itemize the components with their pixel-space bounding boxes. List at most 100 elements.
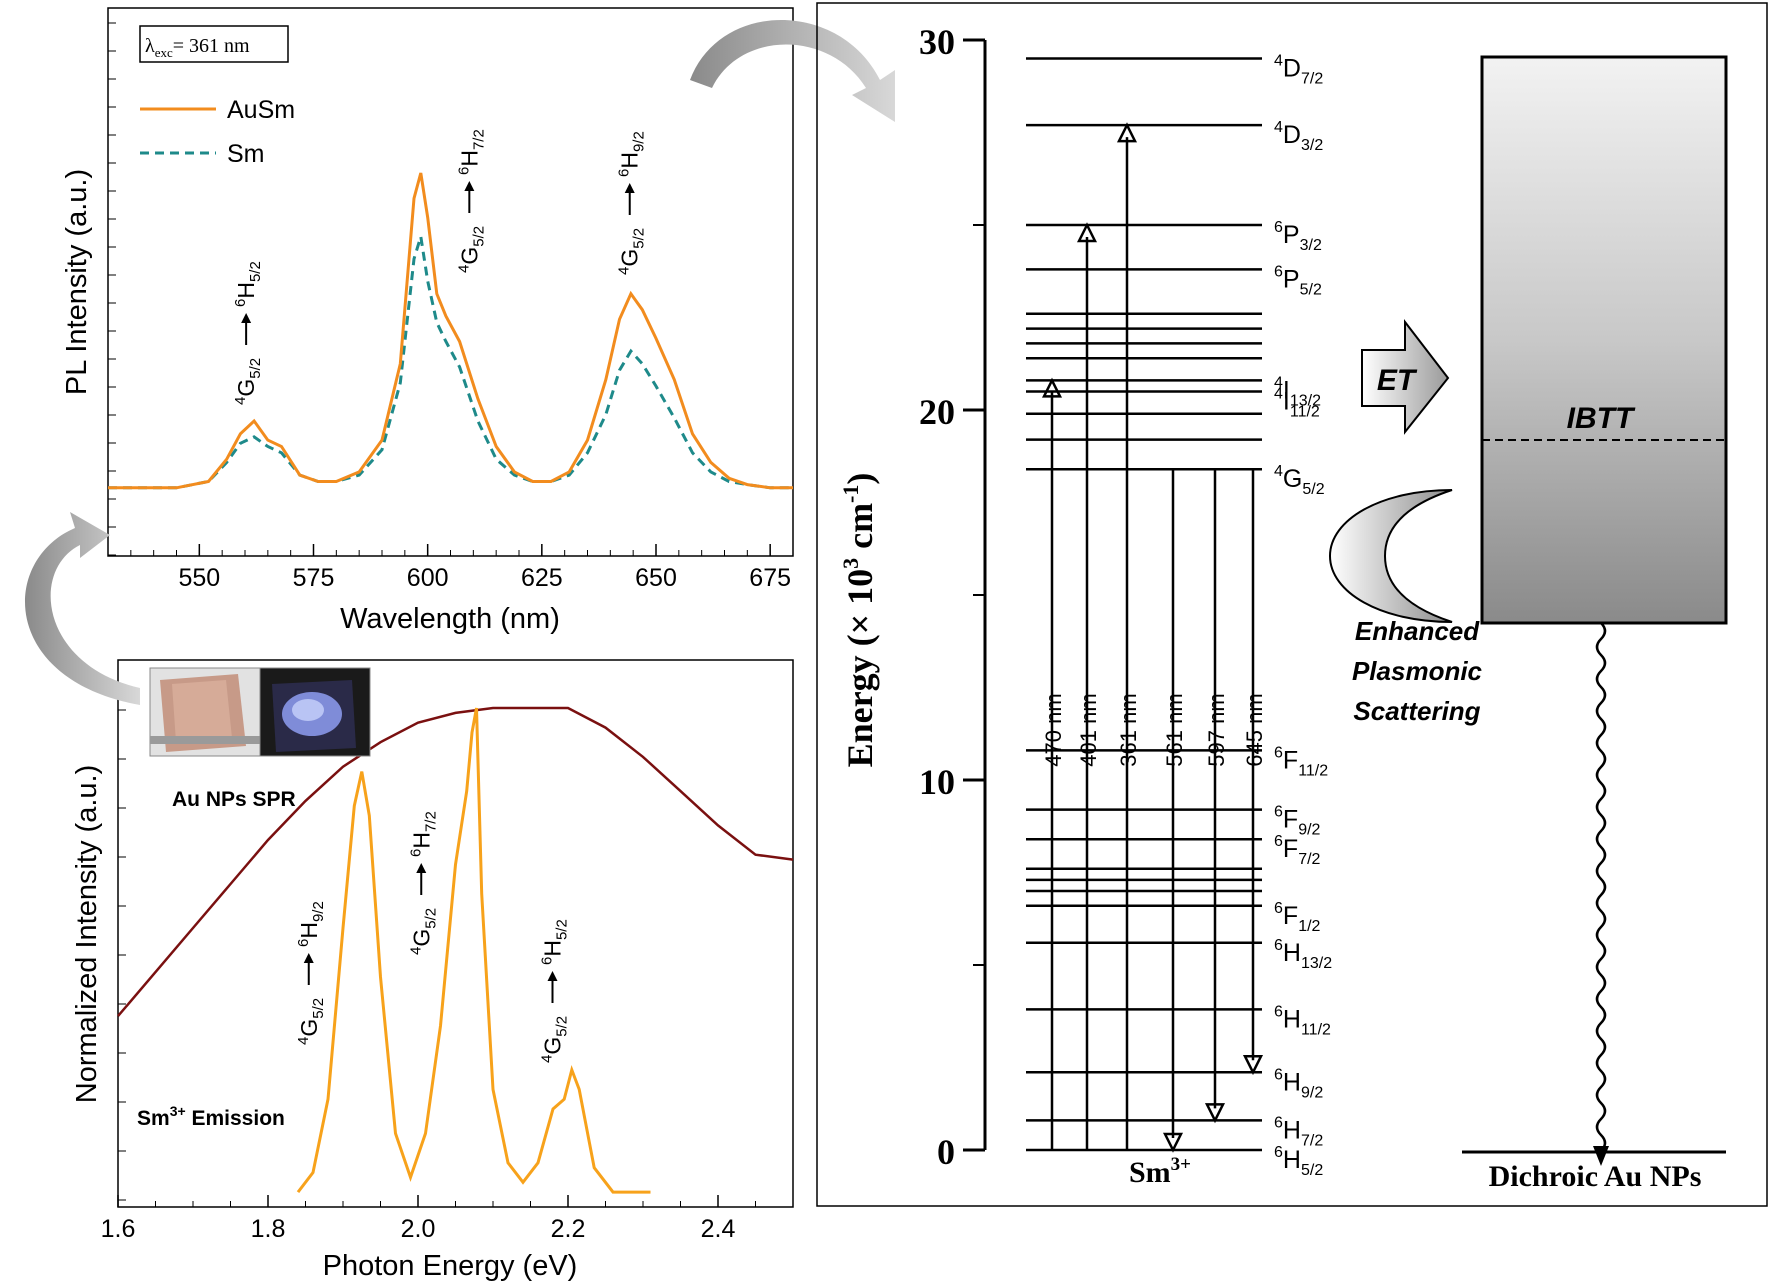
pl-excitation-lambda: λ — [145, 35, 155, 57]
label-spr: Au NPs SPR — [172, 788, 296, 811]
norm-x-tick-label: 2.4 — [701, 1215, 736, 1243]
energy-level-label: 4I13/2 — [1274, 374, 1321, 409]
pl-spectrum-panel: 550 575 600 625 650 675 λexc= 361 nm AuSm Sm … — [61, 7, 794, 635]
energy-ylabel-end: ) — [840, 473, 880, 485]
pl-legend-label-ausm: AuSm — [227, 96, 295, 124]
photo-daylight — [149, 667, 261, 757]
connector-arrows — [25, 20, 895, 705]
transition-label: 361 nm — [1116, 693, 1141, 766]
pl-excitation-box: λexc= 361 nm — [139, 25, 289, 63]
energy-tick-label: 10 — [919, 762, 955, 802]
transition-361-nm: 361 nm — [1116, 122, 1141, 1150]
transition-597-nm: 597 nm — [1204, 469, 1229, 1124]
curved-arrow-top-icon — [690, 20, 895, 122]
pl-x-tick-label: 550 — [178, 564, 220, 592]
norm-peak-label: 4G5/2 6H7/2 — [407, 811, 439, 955]
label-emission-ion: Sm — [137, 1107, 170, 1130]
energy-ylabel-mid: cm — [840, 503, 880, 558]
pl-x-axis-label: Wavelength (nm) — [340, 603, 560, 635]
pl-series-sm — [108, 236, 793, 490]
energy-tick-label: 0 — [937, 1132, 955, 1172]
energy-level-label: 6H9/2 — [1274, 1066, 1323, 1101]
svg-text:4G5/2: 4G5/2 — [455, 226, 487, 273]
pl-legend: AuSm Sm — [140, 96, 295, 168]
transition-645-nm: 645 nm — [1242, 469, 1267, 1076]
energy-ylabel-sup2: -1 — [838, 485, 863, 503]
ion-label-text: Sm — [1129, 1156, 1171, 1189]
norm-x-tick-label: 2.0 — [401, 1215, 436, 1243]
svg-text:λexc= 361 nm: λexc= 361 nm — [145, 35, 250, 60]
normalized-spectrum-panel: 1.6 1.8 2.0 2.2 2.4 Au NPs SPR Sm3+ Emission… — [71, 659, 794, 1282]
transition-561-nm: 561 nm — [1162, 469, 1187, 1153]
pl-x-tick-label: 650 — [635, 564, 677, 592]
svg-text:4G5/2: 4G5/2 — [295, 998, 327, 1045]
pl-peak-label: 4G5/2 6H9/2 — [616, 131, 648, 275]
energy-axis: 0 10 20 30 — [919, 22, 987, 1172]
pl-y-axis-label: PL Intensity (a.u.) — [61, 169, 93, 395]
norm-peak-labels: 4G5/2 6H9/2 4G5/2 6H7/2 4G5/2 6H5/2 — [295, 811, 571, 1063]
pl-peak-labels: 4G5/2 6H5/2 4G5/2 6H7/2 4G5/2 6H9/2 — [232, 129, 648, 405]
energy-tick-label: 20 — [919, 392, 955, 432]
energy-level-label: 4I11/2 — [1274, 386, 1320, 421]
norm-ticks: 1.6 1.8 2.0 2.2 2.4 — [101, 709, 794, 1243]
pl-excitation-sub: exc — [155, 45, 173, 60]
svg-text:4G5/2: 4G5/2 — [232, 358, 264, 405]
norm-series-emission — [296, 707, 651, 1194]
norm-series — [117, 706, 794, 1194]
ion-label-charge: 3+ — [1171, 1154, 1191, 1175]
svg-text:4G5/2: 4G5/2 — [616, 228, 648, 275]
energy-level-label: 4D3/2 — [1274, 119, 1323, 154]
pl-ticks: 550 575 600 625 650 675 — [107, 22, 794, 592]
transition-label: 645 nm — [1242, 693, 1267, 766]
energy-level-label: 6F9/2 — [1274, 804, 1321, 839]
pl-x-tick-label: 600 — [407, 564, 449, 592]
transition-401-nm: 401 nm — [1076, 222, 1101, 1150]
scatter-label-1: Enhanced — [1355, 616, 1480, 646]
label-emission-text: Emission — [186, 1107, 285, 1130]
et-arrow-icon — [1361, 319, 1450, 435]
transition-label: 597 nm — [1204, 693, 1229, 766]
au-label: Dichroic Au NPs — [1489, 1160, 1702, 1193]
photo-uv — [259, 667, 371, 757]
svg-text:6H9/2: 6H9/2 — [616, 131, 648, 177]
scatter-label-2: Plasmonic — [1352, 656, 1483, 686]
crescent-scattering-icon — [1328, 489, 1453, 623]
svg-text:6H7/2: 6H7/2 — [407, 811, 439, 857]
relaxation-wavy-arrow — [1595, 622, 1607, 1152]
svg-text:6H5/2: 6H5/2 — [232, 261, 264, 307]
transition-label: 470 nm — [1041, 693, 1066, 766]
norm-x-axis-label: Photon Energy (eV) — [323, 1250, 578, 1282]
pl-series-ausm — [108, 172, 793, 490]
norm-series-spr — [117, 706, 794, 1017]
energy-ylabel-main: Energy (× 10 — [840, 569, 880, 768]
energy-level-label: 6F11/2 — [1274, 744, 1328, 779]
transition-label: 561 nm — [1162, 693, 1187, 766]
energy-level-label: 6H7/2 — [1274, 1114, 1323, 1149]
svg-text:4G5/2: 4G5/2 — [539, 1016, 571, 1063]
pl-peak-label: 4G5/2 6H7/2 — [455, 129, 487, 273]
norm-peak-label: 4G5/2 6H9/2 — [295, 901, 327, 1045]
svg-text:6H9/2: 6H9/2 — [295, 901, 327, 947]
pl-x-tick-label: 575 — [293, 564, 335, 592]
label-emission-charge: 3+ — [170, 1103, 186, 1119]
svg-text:4G5/2: 4G5/2 — [407, 908, 439, 955]
energy-tick-label: 30 — [919, 22, 955, 62]
energy-diagram-panel: 0 10 20 30 Energy (× 103 cm-1) 4D7/2 4D3/2 6P… — [816, 2, 1768, 1207]
ibtt-label: IBTT — [1567, 402, 1636, 435]
energy-panel-frame — [816, 2, 1768, 1207]
energy-level-label: 6F1/2 — [1274, 900, 1321, 935]
norm-x-tick-label: 1.6 — [101, 1215, 136, 1243]
energy-level-label: 6P5/2 — [1274, 263, 1322, 298]
energy-level-label: 4D7/2 — [1274, 53, 1323, 88]
norm-x-tick-label: 1.8 — [251, 1215, 286, 1243]
scatter-label-3: Scattering — [1353, 696, 1480, 726]
energy-level-label: 6H13/2 — [1274, 937, 1332, 972]
pl-series — [108, 172, 793, 490]
sample-photos — [149, 667, 371, 757]
pl-peak-label: 4G5/2 6H5/2 — [232, 261, 264, 405]
transition-label: 401 nm — [1076, 693, 1101, 766]
energy-ylabel-sup1: 3 — [838, 558, 863, 569]
et-label: ET — [1377, 364, 1418, 397]
